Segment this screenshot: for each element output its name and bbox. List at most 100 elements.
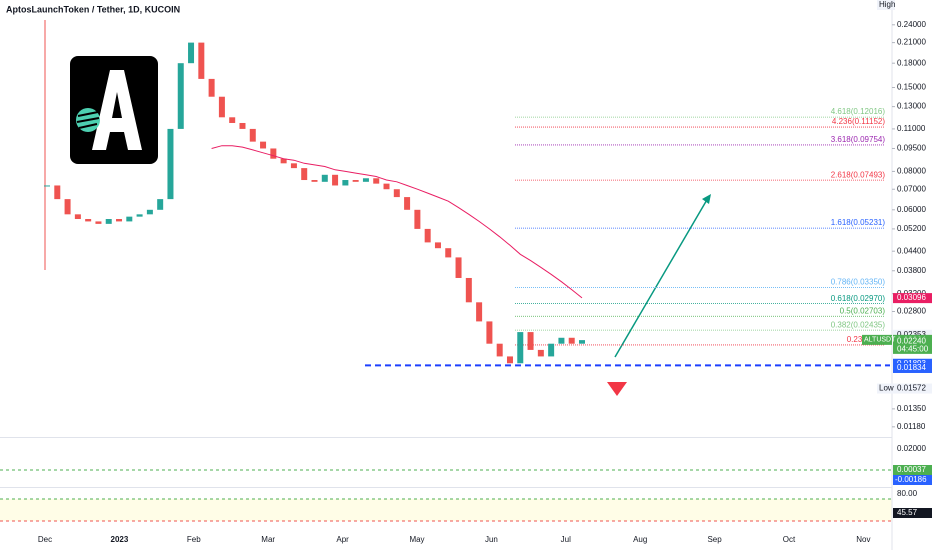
x-tick-label: 2023: [111, 535, 129, 544]
countdown: 04:45:00: [897, 344, 929, 353]
candle: [548, 343, 555, 357]
arrow-head: [702, 194, 711, 204]
price-box: [893, 329, 932, 340]
fib-label: 0.618(0.02970): [831, 294, 886, 303]
candle: [445, 248, 452, 258]
candle: [362, 178, 369, 182]
high-tag: High: [879, 0, 895, 9]
candle: [260, 141, 267, 149]
x-tick-label: Aug: [633, 535, 647, 544]
candle: [383, 183, 390, 190]
price-box: [893, 383, 932, 394]
panel-divider: [0, 487, 892, 488]
y-tick-label: 0.01350: [897, 404, 926, 413]
candle: [188, 42, 195, 64]
candle: [496, 343, 503, 357]
countdown-box: [893, 344, 932, 354]
y-tick-label: 0.18000: [897, 58, 926, 67]
candle: [146, 209, 153, 215]
y-tick-label: 0.24000: [897, 20, 926, 29]
x-tick-label: Nov: [856, 535, 870, 544]
candle: [517, 332, 524, 364]
price-label: 0.01572: [897, 384, 926, 393]
x-tick-label: Oct: [783, 535, 796, 544]
candle: [229, 117, 236, 123]
candle: [126, 216, 133, 222]
y-tick-label: 0.06000: [897, 205, 926, 214]
candle: [424, 228, 431, 243]
macd-value: -0.00186: [895, 475, 927, 484]
arrow: [614, 197, 709, 358]
low-tag: Low: [879, 384, 894, 393]
y-tick-label: 0.15000: [897, 83, 926, 92]
fib-label: 0.786(0.03350): [831, 278, 886, 287]
x-tick-label: Feb: [187, 535, 201, 544]
candle: [116, 219, 123, 222]
y-tick-label: 0.21000: [897, 38, 926, 47]
y-tick-label: 0.02800: [897, 307, 926, 316]
price-box: [893, 336, 932, 347]
candle: [44, 185, 50, 187]
candle: [54, 185, 61, 200]
y-tick-label: 0.09500: [897, 144, 926, 153]
fib-label: 0.382(0.02435): [831, 320, 886, 329]
y-tick-label: 0.04400: [897, 246, 926, 255]
candle: [64, 199, 71, 215]
price-label: 0.01834: [897, 363, 926, 372]
price-label: 0.02240: [897, 336, 926, 345]
candle: [290, 163, 297, 169]
rsi-band: [0, 499, 892, 521]
fib-label: 4.236(0.11152): [832, 117, 885, 126]
candle: [342, 180, 349, 186]
x-tick-label: Sep: [707, 535, 722, 544]
candle: [218, 96, 225, 118]
candle: [465, 277, 472, 303]
rsi-tick: 80.00: [897, 489, 918, 498]
candle: [332, 174, 339, 186]
x-tick-label: Jun: [485, 535, 498, 544]
candle: [414, 209, 421, 229]
y-tick-label: 0.07000: [897, 184, 926, 193]
candle: [558, 337, 565, 344]
candle: [476, 302, 483, 322]
y-tick-label: 0.03800: [897, 266, 926, 275]
candle: [74, 214, 81, 220]
y-tick-label: 0.01180: [897, 422, 926, 431]
candle: [404, 197, 411, 210]
candle: [270, 148, 277, 159]
fib-label: 2.618(0.07493): [831, 170, 886, 179]
rsi-box: [893, 508, 932, 518]
candle: [434, 242, 441, 249]
macd-box: [893, 475, 932, 485]
candle: [568, 337, 575, 344]
candle: [157, 199, 164, 210]
candle: [373, 178, 380, 184]
candle: [85, 219, 92, 222]
candle: [527, 332, 534, 350]
macd-value: 0.00037: [897, 465, 926, 474]
candle: [95, 221, 102, 224]
macd-box: [893, 465, 932, 475]
fib-label: 3.618(0.09754): [831, 135, 886, 144]
candle: [352, 180, 359, 182]
candle: [506, 356, 513, 364]
x-tick-label: Jul: [561, 535, 571, 544]
candle: [393, 189, 400, 198]
y-tick-label: 0.08000: [897, 167, 926, 176]
candle: [249, 128, 256, 142]
price-box: [893, 293, 932, 304]
candle: [455, 257, 462, 278]
x-tick-label: Apr: [336, 535, 349, 544]
candle: [311, 180, 318, 182]
candle: [177, 63, 184, 129]
y-tick-label: 0.13000: [897, 102, 926, 111]
fib-label: 4.618(0.12016): [831, 107, 886, 116]
high-box: [877, 0, 895, 10]
low-box: [877, 383, 893, 394]
candle: [321, 174, 328, 182]
candle: [105, 219, 112, 224]
panel-divider: [0, 437, 892, 438]
candle: [301, 168, 308, 181]
logo: [70, 56, 158, 164]
candle: [579, 340, 585, 344]
